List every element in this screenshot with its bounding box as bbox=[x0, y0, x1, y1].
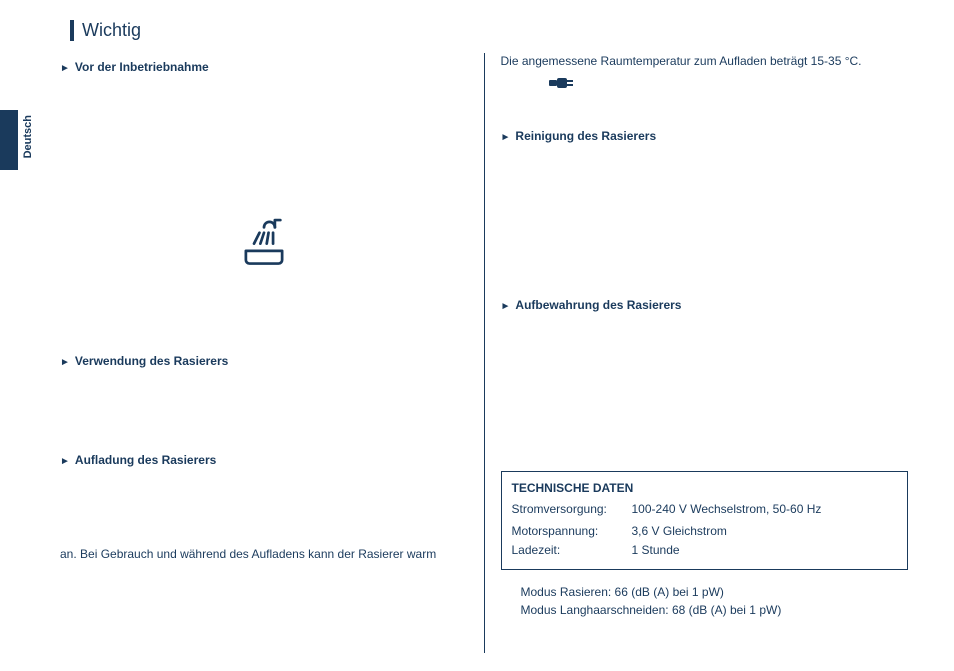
spec-title: TECHNISCHE DATEN bbox=[512, 480, 898, 497]
technical-data-box: TECHNISCHE DATEN Stromversorgung: 100-24… bbox=[501, 471, 909, 571]
spec-value: 100-240 V Wechselstrom, 50-60 Hz bbox=[632, 501, 822, 518]
temperature-text-content: Die angemessene Raumtemperatur zum Aufla… bbox=[501, 54, 862, 68]
spec-value: 3,6 V Gleichstrom bbox=[632, 523, 727, 540]
left-column: Vor der Inbetriebnahme Verwendung des Ra… bbox=[60, 53, 484, 653]
spec-label: Ladezeit: bbox=[512, 542, 632, 559]
plug-icon bbox=[549, 76, 575, 90]
warm-text: an. Bei Gebrauch und während des Auflade… bbox=[60, 546, 468, 563]
title-bar: Wichtig bbox=[70, 20, 924, 41]
section-storing-shaver: Aufbewahrung des Rasierers bbox=[501, 297, 909, 315]
two-column-layout: Vor der Inbetriebnahme Verwendung des Ra… bbox=[60, 53, 924, 653]
spec-row: Motorspannung: 3,6 V Gleichstrom bbox=[512, 523, 898, 540]
section-charging-shaver: Aufladung des Rasierers bbox=[60, 452, 468, 470]
spec-label: Motorspannung: bbox=[512, 523, 632, 540]
section-using-shaver: Verwendung des Rasierers bbox=[60, 353, 468, 371]
noise-info: Modus Rasieren: 66 (dB (A) bei 1 pW) Mod… bbox=[521, 584, 909, 619]
spec-row: Stromversorgung: 100-240 V Wechselstrom,… bbox=[512, 501, 898, 518]
page-content: Wichtig Vor der Inbetriebnahme Verwendun… bbox=[0, 0, 954, 671]
temperature-text: Die angemessene Raumtemperatur zum Aufla… bbox=[501, 53, 909, 70]
section-cleaning-shaver: Reinigung des Rasierers bbox=[501, 128, 909, 146]
noise-line: Modus Rasieren: 66 (dB (A) bei 1 pW) bbox=[521, 584, 909, 601]
section-before-use: Vor der Inbetriebnahme bbox=[60, 59, 468, 77]
shower-icon bbox=[235, 211, 293, 269]
noise-line: Modus Langhaarschneiden: 68 (dB (A) bei … bbox=[521, 602, 909, 619]
right-column: Die angemessene Raumtemperatur zum Aufla… bbox=[484, 53, 925, 653]
page-title: Wichtig bbox=[82, 20, 924, 41]
spec-value: 1 Stunde bbox=[632, 542, 680, 559]
spec-label: Stromversorgung: bbox=[512, 501, 632, 518]
spec-row: Ladezeit: 1 Stunde bbox=[512, 542, 898, 559]
